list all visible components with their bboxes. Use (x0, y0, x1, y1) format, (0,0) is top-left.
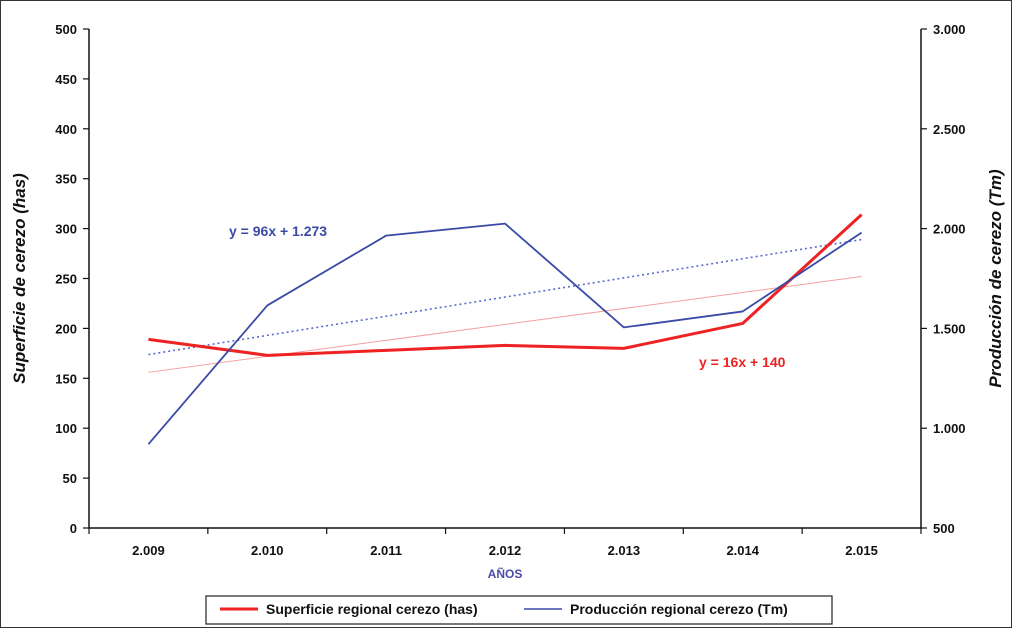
y-left-tick-label: 50 (63, 471, 77, 486)
legend-label-surface: Superficie regional cerezo (has) (266, 601, 478, 617)
trend-equation-surface: y = 16x + 140 (699, 354, 786, 370)
legend: Superficie regional cerezo (has) Producc… (206, 596, 832, 624)
x-tick-label: 2.011 (370, 543, 402, 558)
legend-label-production: Producción regional cerezo (Tm) (570, 601, 788, 617)
x-tick-label: 2.009 (132, 543, 165, 558)
x-tick-label: 2.012 (489, 543, 522, 558)
y-right-tick-label: 3.000 (933, 22, 966, 37)
y-axis-left-label: Superficie de cerezo (has) (10, 173, 29, 384)
y-right-tick-label: 1.500 (933, 321, 966, 336)
y-right-tick-label: 1.000 (933, 421, 966, 436)
y-left-tick-label: 250 (55, 272, 77, 287)
y-left-tick-label: 400 (55, 122, 77, 137)
y-right-tick-label: 2.000 (933, 222, 966, 237)
y-left-tick-label: 150 (55, 371, 77, 386)
x-tick-label: 2.014 (726, 543, 759, 558)
x-tick-label: 2.010 (251, 543, 284, 558)
y-axis-right-label: Producción de cerezo (Tm) (986, 169, 1005, 388)
plot-background (89, 29, 921, 528)
y-right-tick-label: 2.500 (933, 122, 966, 137)
y-left-tick-label: 100 (55, 421, 77, 436)
y-left-tick-label: 450 (55, 72, 77, 87)
y-left-tick-label: 0 (70, 521, 77, 536)
y-right-tick-label: 500 (933, 521, 955, 536)
x-axis-label: AÑOS (488, 566, 523, 581)
y-left-tick-label: 300 (55, 222, 77, 237)
x-axis-ticks: 2.009 2.010 2.011 2.012 2.013 2.014 2.015 (89, 528, 921, 558)
y-left-tick-label: 200 (55, 321, 77, 336)
trend-equation-production: y = 96x + 1.273 (229, 223, 327, 239)
left-axis-ticks: 0 50 100 150 200 250 300 350 400 450 500 (55, 22, 89, 536)
y-left-tick-label: 500 (55, 22, 77, 37)
plot-area (89, 29, 921, 528)
x-tick-label: 2.013 (608, 543, 641, 558)
right-axis-ticks: 500 1.000 1.500 2.000 2.500 3.000 (921, 22, 966, 536)
y-left-tick-label: 350 (55, 172, 77, 187)
x-tick-label: 2.015 (845, 543, 878, 558)
